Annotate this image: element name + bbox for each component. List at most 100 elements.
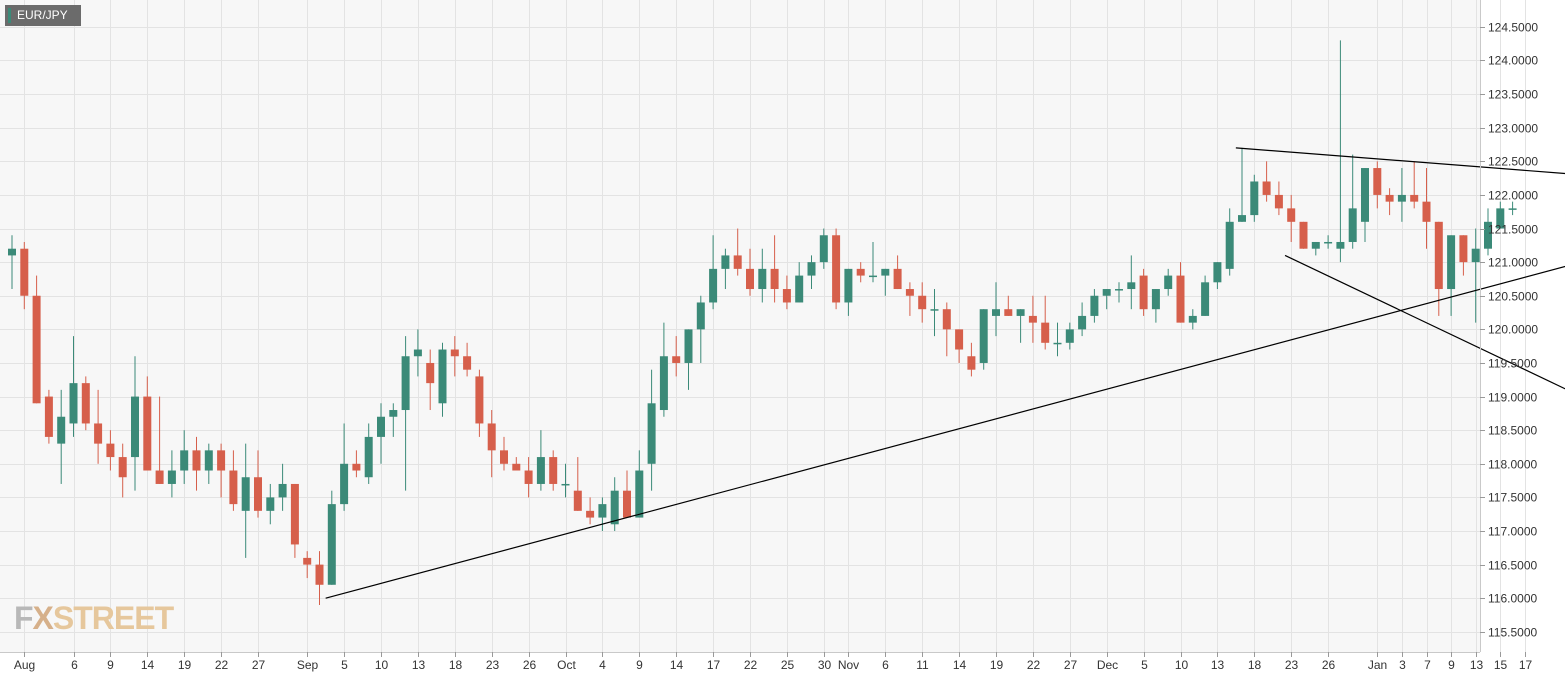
grid — [0, 0, 1526, 652]
x-tick-label: 10 — [375, 658, 389, 672]
x-tick-label: 3 — [1399, 658, 1406, 672]
candle-body — [1151, 289, 1160, 310]
bearish-candle — [81, 376, 90, 431]
candle-body — [869, 275, 877, 278]
x-axis: Aug 6 9 14 19 22 27 Sep 5 10 13 18 23 26 Oct 4 9 14 17 22 25… — [14, 652, 1533, 672]
bearish-candle — [1410, 161, 1419, 209]
candle-body — [573, 490, 582, 511]
candle-body — [1078, 315, 1087, 330]
candle-body — [1238, 215, 1246, 222]
candle-body — [918, 295, 927, 310]
candle-body — [1250, 181, 1259, 216]
x-tick-label: 17 — [707, 658, 721, 672]
candle-body — [1336, 241, 1345, 249]
bearish-candle — [770, 235, 779, 303]
bullish-candle — [278, 463, 287, 511]
x-tick-label: 27 — [1064, 658, 1078, 672]
bearish-candle — [118, 443, 127, 498]
x-tick-label: Aug — [14, 658, 35, 672]
x-tick-label: 22 — [1027, 658, 1041, 672]
bearish-candle — [315, 551, 324, 605]
bullish-candle — [1471, 228, 1480, 323]
bearish-candle — [623, 470, 631, 518]
fxstreet-logo: FXSTREET — [14, 600, 174, 637]
x-tick-label: 23 — [1285, 658, 1299, 672]
candle-body — [32, 295, 41, 404]
y-axis: 115.5000 116.0000 116.5000 117.0000 117.5000… — [1480, 21, 1538, 640]
candle-body — [303, 557, 312, 565]
candle-body — [586, 510, 595, 518]
bearish-candle — [20, 241, 29, 310]
y-tick-label: 120.5000 — [1488, 290, 1538, 304]
y-tick-label: 116.5000 — [1488, 559, 1537, 573]
bearish-candle — [1459, 235, 1468, 276]
candle-body — [782, 289, 791, 303]
candle-body — [500, 450, 508, 464]
bearish-candle — [217, 443, 226, 498]
candle-body — [1041, 322, 1050, 343]
candle-body — [1324, 241, 1333, 244]
candle-body — [266, 497, 275, 511]
y-tick-label: 119.0000 — [1488, 391, 1537, 405]
bearish-candle — [106, 430, 115, 471]
candle-body — [1090, 295, 1099, 316]
bullish-candle — [696, 295, 705, 363]
x-tick-label: 11 — [916, 658, 929, 672]
bearish-candle — [893, 255, 902, 290]
bearish-candle — [967, 342, 976, 377]
trendlines — [325, 147, 1565, 599]
x-tick-label: Sep — [297, 658, 319, 672]
bearish-candle — [1274, 181, 1283, 216]
x-tick-label: 13 — [412, 658, 426, 672]
bearish-candle — [955, 329, 964, 363]
bullish-candle — [721, 248, 730, 290]
candle-body — [463, 356, 472, 370]
candle-body — [401, 356, 410, 411]
bearish-candle — [782, 275, 791, 310]
candle-body — [979, 309, 988, 363]
bullish-candle — [1508, 201, 1517, 216]
trendline — [1284, 254, 1565, 390]
candle-body — [1484, 221, 1492, 249]
candle-body — [1188, 315, 1197, 323]
candle-body — [327, 504, 336, 585]
bearish-candle — [254, 450, 262, 518]
candle-body — [1361, 168, 1369, 222]
x-tick-label: 14 — [670, 658, 684, 672]
bearish-candle — [475, 369, 484, 437]
bullish-candle — [536, 430, 545, 491]
y-tick-label: 117.0000 — [1488, 525, 1537, 539]
candle-body — [1447, 235, 1456, 290]
bullish-candle — [659, 322, 668, 417]
bullish-candle — [795, 262, 804, 303]
x-tick-label: 13 — [1470, 658, 1484, 672]
x-tick-label: Dec — [1097, 658, 1118, 672]
candle-body — [167, 470, 176, 484]
candle-body — [155, 470, 164, 484]
bearish-candle — [832, 228, 841, 310]
candle-body — [69, 383, 78, 424]
candle-body — [881, 268, 890, 276]
candle-body — [8, 248, 16, 256]
x-tick-label: 17 — [1519, 658, 1533, 672]
candle-body — [192, 450, 201, 471]
candle-body — [758, 268, 767, 290]
candle-body — [217, 450, 226, 471]
x-tick-label: 5 — [1141, 658, 1148, 672]
bullish-candle — [57, 389, 66, 484]
x-tick-label: 22 — [215, 658, 229, 672]
candle-body — [832, 235, 841, 303]
x-tick-label: 9 — [636, 658, 643, 672]
x-tick-label: 18 — [1248, 658, 1262, 672]
bullish-candle — [389, 403, 398, 437]
bullish-candle — [1115, 282, 1123, 303]
bullish-candle — [364, 423, 373, 484]
y-tick-label: 121.0000 — [1488, 256, 1538, 270]
x-tick-label: Oct — [557, 658, 576, 672]
bearish-candle — [500, 436, 508, 471]
bullish-candle — [1201, 275, 1210, 316]
bullish-candle — [1188, 309, 1197, 330]
candle-body — [623, 490, 631, 518]
candle-body — [94, 423, 103, 444]
candle-body — [1004, 309, 1013, 316]
